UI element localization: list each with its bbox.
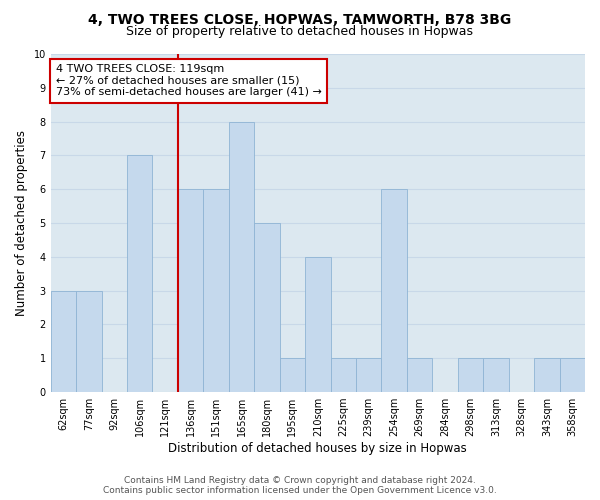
Bar: [203, 189, 229, 392]
Text: Size of property relative to detached houses in Hopwas: Size of property relative to detached ho…: [127, 25, 473, 38]
Y-axis label: Number of detached properties: Number of detached properties: [15, 130, 28, 316]
Bar: [254, 223, 280, 392]
X-axis label: Distribution of detached houses by size in Hopwas: Distribution of detached houses by size …: [169, 442, 467, 455]
Bar: [76, 290, 101, 392]
Bar: [382, 189, 407, 392]
Text: 4, TWO TREES CLOSE, HOPWAS, TAMWORTH, B78 3BG: 4, TWO TREES CLOSE, HOPWAS, TAMWORTH, B7…: [88, 12, 512, 26]
Bar: [560, 358, 585, 392]
Bar: [356, 358, 382, 392]
Bar: [458, 358, 483, 392]
Text: Contains HM Land Registry data © Crown copyright and database right 2024.
Contai: Contains HM Land Registry data © Crown c…: [103, 476, 497, 495]
Bar: [483, 358, 509, 392]
Bar: [50, 290, 76, 392]
Bar: [127, 156, 152, 392]
Bar: [178, 189, 203, 392]
Bar: [229, 122, 254, 392]
Bar: [280, 358, 305, 392]
Bar: [534, 358, 560, 392]
Bar: [331, 358, 356, 392]
Text: 4 TWO TREES CLOSE: 119sqm
← 27% of detached houses are smaller (15)
73% of semi-: 4 TWO TREES CLOSE: 119sqm ← 27% of detac…: [56, 64, 322, 98]
Bar: [305, 257, 331, 392]
Bar: [407, 358, 433, 392]
